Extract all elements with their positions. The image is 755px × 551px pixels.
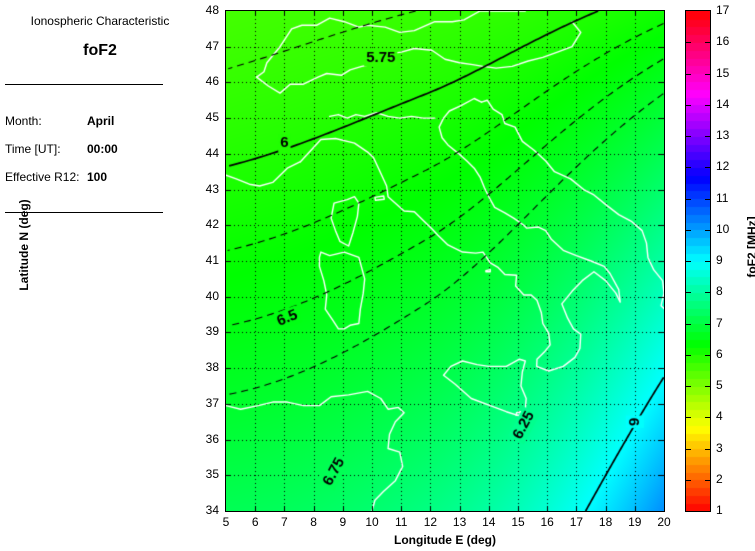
colorbar-tick-label: 9 <box>716 253 723 267</box>
colorbar-tick-mark <box>686 417 691 419</box>
x-tick-label: 9 <box>339 515 347 529</box>
colorbar-tick-mark <box>705 448 710 450</box>
x-tick-label: 20 <box>657 515 671 529</box>
y-tick-label: 43 <box>205 181 219 196</box>
field-effective-r12-value: 100 <box>87 170 108 184</box>
y-axis-title: Latitude N (deg) <box>17 199 31 291</box>
y-tick-label: 37 <box>205 395 219 410</box>
colorbar-tick-label: 15 <box>716 65 730 80</box>
y-tick-label: 40 <box>205 288 219 303</box>
y-tick-label: 34 <box>205 503 219 517</box>
colorbar-tick-mark <box>705 229 710 231</box>
y-tick-label: 36 <box>205 431 219 446</box>
y-tick-label: 38 <box>205 360 219 375</box>
colorbar-tick-mark <box>686 448 691 450</box>
colorbar-tick-label: 13 <box>716 128 730 142</box>
colorbar-tick-mark <box>705 261 710 262</box>
colorbar-tick-label: 17 <box>716 3 730 17</box>
colorbar-tick-label: 11 <box>716 190 729 205</box>
colorbar-tick-label: 7 <box>716 315 723 330</box>
colorbar-tick-mark <box>686 167 691 169</box>
colorbar-tick-mark <box>705 73 710 75</box>
x-tick-label: 15 <box>511 515 525 529</box>
field-month: Month: April <box>5 114 114 128</box>
y-tick-label: 42 <box>205 217 219 232</box>
colorbar-tick-label: 5 <box>716 378 723 392</box>
y-tick-label: 47 <box>205 38 219 53</box>
colorbar-tick-mark <box>705 167 710 169</box>
colorbar-tick-label: 3 <box>716 440 723 455</box>
x-tick-label: 18 <box>598 515 613 529</box>
colorbar-tick-mark <box>686 479 691 481</box>
y-tick-label: 48 <box>205 3 219 17</box>
y-tick-label: 45 <box>205 110 219 125</box>
colorbar-tick-mark <box>686 354 691 356</box>
colorbar-tick-mark <box>686 42 691 44</box>
x-tick-label: 13 <box>452 515 467 529</box>
colorbar-tick-label: 1 <box>716 503 723 517</box>
field-month-value: April <box>87 114 115 128</box>
colorbar-tick-label: 14 <box>716 96 730 111</box>
colorbar-tick-mark <box>705 417 710 419</box>
colorbar-tick-label: 16 <box>716 34 730 49</box>
x-tick-label: 7 <box>281 515 288 529</box>
x-tick-label: 5 <box>222 515 230 529</box>
info-panel: Ionospheric Characteristic foF2 Month: Ap… <box>0 0 200 551</box>
colorbar-tick-mark <box>705 292 710 294</box>
y-tick-label: 41 <box>205 253 219 267</box>
divider-top <box>5 84 163 85</box>
colorbar-tick-mark <box>686 198 691 200</box>
panel-parameter-name: foF2 <box>83 42 117 59</box>
map-plot-area <box>225 10 665 512</box>
colorbar-tick-label: 8 <box>716 284 723 299</box>
x-tick-label: 14 <box>482 515 496 529</box>
colorbar-tick-mark <box>705 136 710 137</box>
colorbar-tick-label: 12 <box>716 159 730 174</box>
colorbar-tick-mark <box>686 73 691 75</box>
colorbar-tick-mark <box>686 386 691 387</box>
colorbar-tick-mark <box>686 104 691 106</box>
colorbar-tick-mark <box>686 292 691 294</box>
y-tick-label: 35 <box>205 467 219 482</box>
x-tick-label: 6 <box>251 515 259 529</box>
colorbar-tick-mark <box>705 323 710 325</box>
colorbar-tick-mark <box>705 354 710 356</box>
y-tick-label: 46 <box>205 74 219 89</box>
colorbar-tick-mark <box>705 386 710 387</box>
colorbar-tick-mark <box>686 229 691 231</box>
y-tick-label: 39 <box>205 324 219 339</box>
colorbar-tick-mark <box>686 261 691 262</box>
colorbar-tick-mark <box>705 42 710 44</box>
colorbar-tick-mark <box>686 136 691 137</box>
x-tick-label: 17 <box>569 515 584 529</box>
field-time-value: 00:00 <box>87 142 118 156</box>
y-tick-label: 44 <box>205 145 219 160</box>
colorbar-tick-mark <box>705 198 710 200</box>
x-tick-label: 19 <box>628 515 642 529</box>
field-effective-r12: Effective R12: 100 <box>5 170 107 184</box>
colorbar-tick-label: 4 <box>716 409 723 424</box>
colorbar-title: foF2 [MHz] <box>745 216 755 278</box>
colorbar-tick-mark <box>705 479 710 481</box>
x-axis-title: Longitude E (deg) <box>394 533 496 547</box>
field-effective-r12-label: Effective R12: <box>5 170 80 184</box>
panel-title: Ionospheric Characteristic <box>30 14 170 28</box>
field-time-label: Time [UT]: <box>5 142 61 156</box>
x-tick-label: 11 <box>394 515 408 529</box>
foF2-map-canvas <box>226 11 664 511</box>
x-tick-label: 8 <box>310 515 317 529</box>
colorbar-tick-label: 2 <box>716 471 723 486</box>
colorbar-tick-mark <box>705 104 710 106</box>
colorbar-tick-label: 10 <box>716 221 730 236</box>
divider-bottom <box>5 212 163 213</box>
colorbar-tick-label: 6 <box>716 346 723 361</box>
colorbar-tick-mark <box>686 323 691 325</box>
field-month-label: Month: <box>5 114 42 128</box>
field-time: Time [UT]: 00:00 <box>5 142 118 156</box>
x-tick-label: 16 <box>540 515 554 529</box>
x-tick-label: 10 <box>365 515 379 529</box>
x-tick-label: 12 <box>423 515 438 529</box>
